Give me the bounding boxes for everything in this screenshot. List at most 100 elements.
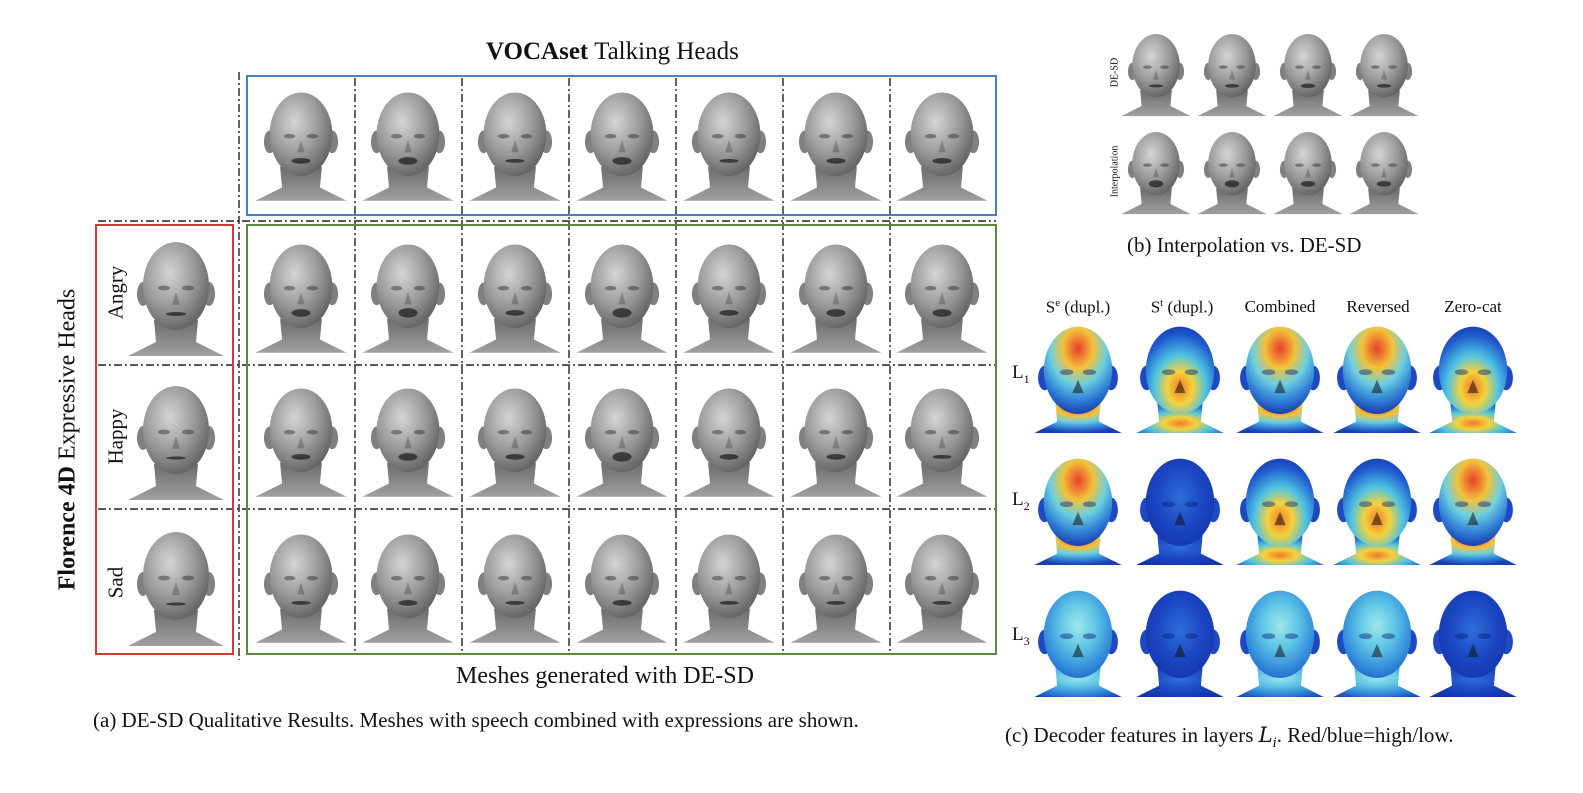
head-eye [1371,163,1380,167]
head-neck [683,318,775,353]
panel-a-title: VOCAset Talking Heads [486,38,739,66]
generated-head [683,244,775,353]
head-skull [269,388,333,473]
feature-head-skull [1245,458,1315,546]
head-neck [896,166,988,201]
head-nose [297,582,305,595]
generated-head [683,388,775,497]
feature-head [1136,590,1224,697]
feature-head-skull [1043,590,1113,678]
head-eye [1371,65,1380,69]
head-nose [404,140,412,153]
head-nose [725,140,733,153]
vocaset-box [246,75,997,216]
head-eye [306,429,319,435]
head-eye [711,133,724,139]
head-eye [924,429,937,435]
head-mouth [1224,180,1240,188]
head-neck [576,608,668,643]
head-nose [618,292,626,305]
head-mouth [291,601,311,605]
feature-head-nose [1174,643,1186,658]
feature-head-skull [1438,326,1508,414]
head-skull [1208,34,1256,98]
head-neck [1273,188,1343,215]
head-neck [896,318,988,353]
feature-head-neck [1429,532,1517,565]
head-skull [1360,34,1408,98]
head-mouth [826,454,846,460]
head-mouth [398,453,418,461]
feature-head [1333,590,1421,697]
layer-1-base: L [1012,362,1024,383]
head-eye [818,429,831,435]
head-nose [297,292,305,305]
feature-head [1136,326,1224,433]
head-neck [683,166,775,201]
head-mouth [1300,180,1316,187]
head-mouth [612,452,632,462]
head-skull [910,534,974,619]
feature-head-eye [1184,633,1199,640]
head-neck [1197,188,1267,215]
layer-2-sub: 2 [1023,498,1030,513]
head-eye [627,429,640,435]
feature-head-eye [1161,501,1176,508]
head-neck [362,462,454,497]
vocaset-head [576,92,668,201]
feature-head-eye [1284,633,1299,640]
col-head-reversed: Reversed [1346,297,1410,316]
feature-head-neck [1034,664,1122,697]
head-mouth [505,310,525,316]
feature-head-eye [1381,501,1396,508]
head-skull [697,388,761,473]
row-label-sad: Sad [103,566,128,599]
feature-head-nose [1274,643,1286,658]
feature-head-nose [1274,511,1286,526]
feature-head-eye [1284,369,1299,376]
head-eye [841,575,854,581]
panel-a-caption: (a) DE-SD Qualitative Results. Meshes wi… [93,708,859,732]
head-eye [841,429,854,435]
head-mouth [719,310,739,316]
head-eye [306,285,319,291]
head-skull [269,244,333,329]
head-eye [818,285,831,291]
expression-head [128,386,224,500]
head-mouth [612,308,632,318]
head-mouth [1148,84,1164,88]
head-eye [390,429,403,435]
feature-head-skull [1043,458,1113,546]
caption-math-base: L [1258,723,1273,747]
head-nose [172,292,180,305]
head-mouth [1224,84,1240,88]
feature-head-eye [1477,501,1492,508]
head-eye [1295,163,1304,167]
panel-b-row-label-desd: DE-SD [1109,57,1121,88]
panel-a-title-bold: VOCAset [486,38,589,65]
head-eye [627,575,640,581]
head-neck [255,608,347,643]
col-head-combined: Combined [1244,297,1316,316]
head-neck [790,462,882,497]
head-nose [618,140,626,153]
head-nose [1381,168,1387,178]
generated-head [469,534,561,643]
feature-head-nose [1072,511,1084,526]
col-head-st-base: S [1150,297,1161,317]
head-neck [790,166,882,201]
head-eye [947,133,960,139]
col-head-st: St (dupl.) [1137,297,1227,318]
caption-math-sub: i [1272,736,1277,752]
head-neck [790,608,882,643]
head-eye [924,575,937,581]
generated-head [896,534,988,643]
head-skull [269,92,333,177]
head-skull [1360,132,1408,196]
head-eye [497,133,510,139]
head-eye [390,285,403,291]
feature-head-skull [1342,326,1412,414]
head-skull [376,534,440,619]
head-mouth [166,312,186,316]
layer-1-sub: 1 [1023,371,1030,386]
